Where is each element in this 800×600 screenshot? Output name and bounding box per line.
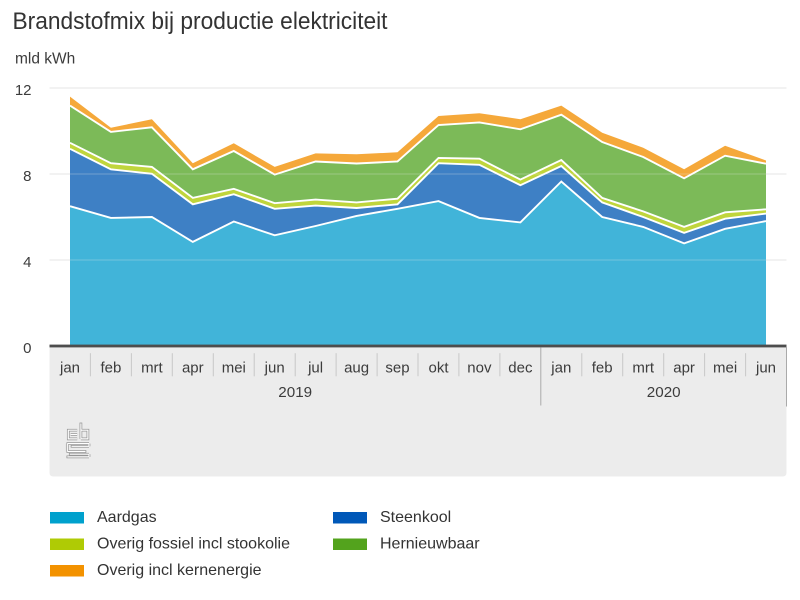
svg-text:mei: mei: [713, 360, 737, 377]
svg-text:apr: apr: [182, 360, 204, 377]
svg-text:okt: okt: [428, 360, 449, 377]
svg-text:Overig fossiel incl stookolie: Overig fossiel incl stookolie: [97, 536, 290, 553]
svg-text:Aardgas: Aardgas: [97, 509, 157, 526]
svg-text:feb: feb: [592, 360, 613, 377]
svg-text:apr: apr: [673, 360, 695, 377]
svg-text:jun: jun: [755, 360, 776, 377]
svg-text:Overig incl kernenergie: Overig incl kernenergie: [97, 562, 262, 579]
svg-text:8: 8: [23, 168, 31, 185]
svg-text:nov: nov: [467, 360, 492, 377]
svg-text:mei: mei: [222, 360, 246, 377]
svg-text:jan: jan: [550, 360, 571, 377]
svg-text:0: 0: [23, 340, 31, 357]
svg-text:mrt: mrt: [141, 360, 163, 377]
svg-text:2020: 2020: [647, 384, 681, 401]
svg-text:12: 12: [15, 82, 32, 99]
svg-text:jan: jan: [59, 360, 80, 377]
svg-text:jun: jun: [264, 360, 285, 377]
svg-text:2019: 2019: [278, 384, 312, 401]
svg-text:dec: dec: [508, 360, 533, 377]
svg-text:aug: aug: [344, 360, 369, 377]
svg-text:Hernieuwbaar: Hernieuwbaar: [380, 536, 480, 553]
svg-text:jul: jul: [307, 360, 323, 377]
svg-text:sep: sep: [385, 360, 409, 377]
svg-text:4: 4: [23, 254, 31, 271]
svg-text:feb: feb: [100, 360, 121, 377]
svg-text:mrt: mrt: [632, 360, 654, 377]
svg-text:Steenkool: Steenkool: [380, 509, 451, 526]
svg-text:mld kWh: mld kWh: [15, 51, 75, 68]
svg-text:Brandstofmix bij productie ele: Brandstofmix bij productie elektriciteit: [13, 8, 388, 35]
